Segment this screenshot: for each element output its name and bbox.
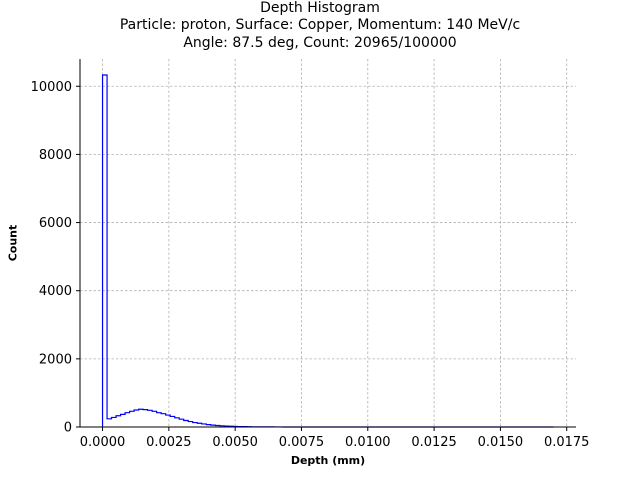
x-tick-label: 0.0075 [279,435,325,450]
histogram-bin [175,418,180,427]
histogram-bin [121,414,126,427]
x-tick-label: 0.0150 [478,435,524,450]
histogram-bin [197,423,202,427]
axes [79,59,576,428]
y-tick-label: 6000 [39,216,72,231]
histogram-bin [107,419,112,427]
grid-lines [80,59,576,428]
x-axis-ticks: 0.0000 0.0025 0.0050 0.0075 0.0100 0.0125 0.01… [80,427,590,450]
histogram-bin [148,410,153,427]
histogram-bin [170,416,175,427]
y-tick-label: 4000 [39,284,72,299]
histogram-bin [116,416,121,427]
histogram-bin [166,415,171,427]
histogram-bin [152,411,157,427]
histogram-bin [112,417,117,427]
x-tick-label: 0.0050 [212,435,258,450]
y-tick-label: 10000 [31,80,72,95]
histogram-bin [193,423,198,427]
x-tick-label: 0.0025 [146,435,192,450]
x-tick-label: 0.0000 [80,435,126,450]
y-tick-label: 0 [64,421,72,436]
chart-title: Depth Histogram [260,0,380,16]
x-axis-label: Depth (mm) [290,454,366,467]
chart-subtitle-line-2: Angle: 87.5 deg, Count: 20965/100000 [183,35,457,51]
histogram-bin [179,419,184,427]
y-tick-label: 2000 [39,352,72,367]
chart-subtitle-line-1: Particle: proton, Surface: Copper, Momen… [119,17,521,33]
histogram-bin [161,414,166,427]
histogram-bin [125,413,130,427]
histogram-bin [103,75,108,427]
histogram-outline [101,74,554,428]
x-tick-label: 0.0100 [345,435,391,450]
x-tick-label: 0.0125 [411,435,457,450]
y-tick-label: 8000 [39,148,72,163]
histogram-bin [130,411,135,427]
y-axis-label: Count [6,224,20,262]
histogram-bin [134,410,139,427]
histogram-bin [188,422,193,427]
y-axis-ticks: 0 2000 4000 6000 8000 10000 [31,80,80,436]
histogram-bin [157,413,162,427]
histogram-bin [184,421,189,427]
histogram-bin [143,410,148,427]
x-tick-label: 0.0175 [544,435,590,450]
histogram-series [101,74,554,428]
histogram-bin [139,409,144,427]
